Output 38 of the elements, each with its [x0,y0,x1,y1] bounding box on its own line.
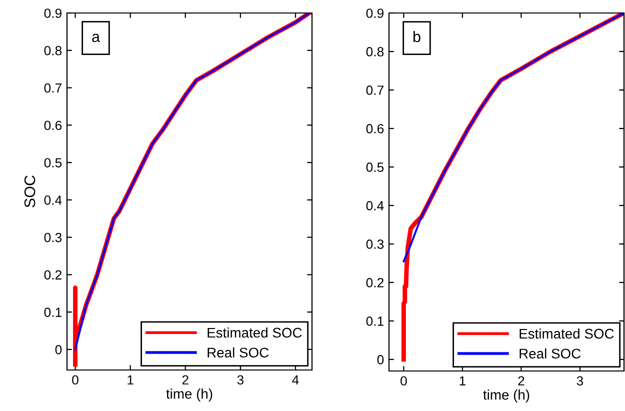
x-tick-label: 3 [576,376,584,386]
x-tick-label: 2 [518,376,524,386]
x-tick-label: 0 [400,376,407,386]
y-tick-label: 0.8 [44,46,62,56]
y-tick-label: 0.4 [366,201,384,210]
y-tick-label: 0 [377,355,384,364]
y-tick-label: 0.7 [44,83,62,93]
y-tick-label: 0.5 [44,158,62,168]
y-tick-label: 0.9 [366,8,384,18]
y-tick-label: 0.1 [366,316,384,326]
x-tick-label: 1 [460,376,466,386]
y-tick-label: 0.1 [44,308,62,317]
legend-label: Estimated SOC [520,328,614,339]
x-tick-label: 2 [182,375,188,384]
y-tick-label: 0.3 [44,232,62,242]
x-axis-title: time (h) [483,390,530,402]
y-tick-label: 0.4 [44,195,62,205]
y-tick-label: 0.2 [44,270,62,280]
y-tick-label: 0.8 [366,47,384,56]
x-axis-title: time (h) [166,388,212,402]
x-tick-label: 1 [128,375,134,384]
y-tick-label: 0.3 [366,240,384,249]
y-tick-label: 0.6 [44,120,62,130]
y-tick-label: 0.2 [366,278,384,288]
y-tick-label: 0 [55,345,62,354]
y-tick-label: 0.5 [366,162,384,172]
y-tick-label: 0.7 [366,86,384,95]
y-tick-label: 0.6 [366,124,384,134]
legend-label: Real SOC [520,348,581,359]
x-tick-label: 3 [237,375,244,385]
x-tick-label: 0 [72,375,78,385]
annotation: a [92,34,100,42]
annotation: b [413,30,420,42]
legend-label: Real SOC [208,347,269,358]
x-tick-label: 4 [292,375,299,384]
y-axis-title: SOC [24,176,36,208]
legend-label: Estimated SOC [208,327,302,338]
y-tick-label: 0.9 [44,8,62,18]
